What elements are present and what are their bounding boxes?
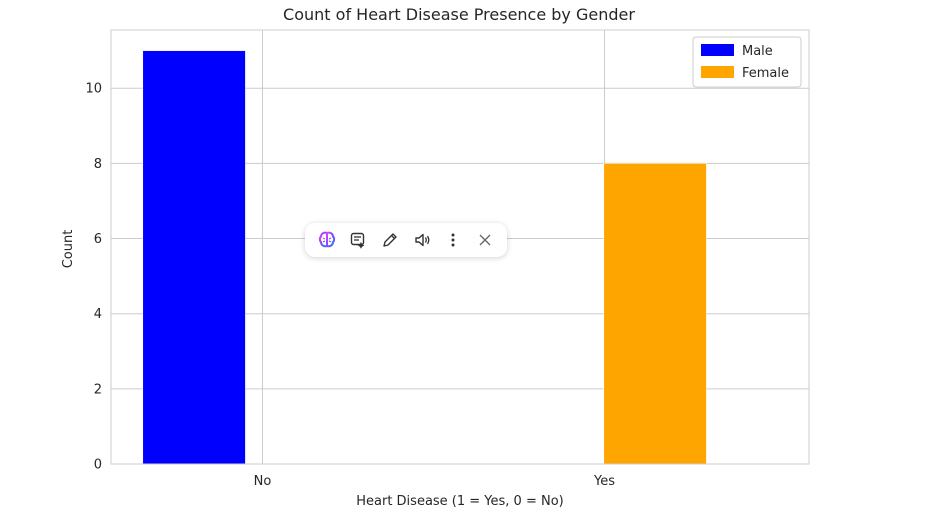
read-aloud-button[interactable]: [410, 228, 434, 252]
y-tick-label: 0: [94, 458, 102, 473]
y-tick-label: 2: [94, 382, 102, 397]
speaker-icon: [415, 233, 430, 247]
close-icon: [479, 234, 491, 246]
brain-button[interactable]: [315, 228, 339, 252]
bar-female-yes: [603, 163, 707, 465]
y-tick-label: 8: [94, 157, 102, 172]
more-button[interactable]: [441, 228, 465, 252]
brain-icon: [318, 231, 335, 248]
plot-frame: [110, 29, 810, 465]
y-tick-label: 10: [85, 82, 102, 97]
x-tick-label: Yes: [593, 474, 615, 489]
legend-entry: Female: [742, 66, 789, 81]
more-vertical-icon: [451, 233, 455, 247]
legend-entry: Male: [742, 44, 773, 59]
y-tick-label: 6: [94, 232, 102, 247]
summarize-button[interactable]: [346, 228, 370, 252]
floating-toolbar: [305, 223, 507, 257]
legend-swatch: [701, 44, 734, 56]
edit-button[interactable]: [378, 228, 402, 252]
x-axis-label: Heart Disease (1 = Yes, 0 = No): [356, 494, 564, 509]
chart-title: Count of Heart Disease Presence by Gende…: [283, 5, 635, 24]
y-tick-label: 4: [94, 307, 102, 322]
close-button[interactable]: [473, 228, 497, 252]
bar-male-no: [142, 50, 246, 465]
summarize-icon: [351, 232, 365, 249]
plot-area: 0 2 4 6 8 10 No Yes: [85, 29, 810, 489]
legend-swatch: [701, 66, 734, 78]
x-tick-label: No: [254, 474, 272, 489]
y-axis-label: Count: [61, 230, 76, 269]
pencil-icon: [383, 233, 397, 247]
legend: Male Female: [692, 36, 802, 88]
